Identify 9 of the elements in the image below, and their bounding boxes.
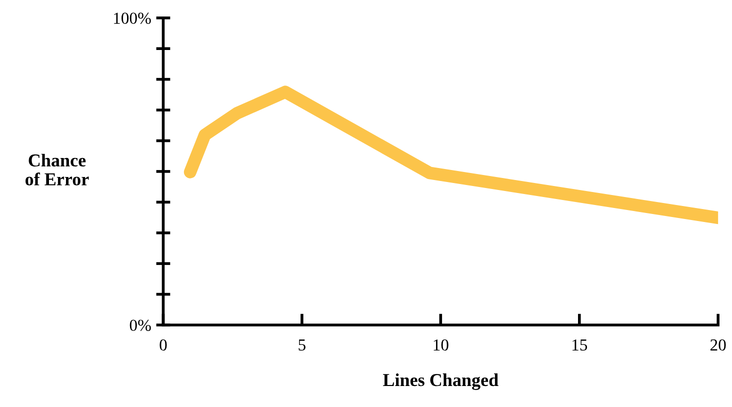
y-axis-title: Chance of Error bbox=[26, 154, 89, 186]
x-tick-label: 15 bbox=[572, 339, 588, 351]
x-tick-label: 20 bbox=[710, 339, 726, 351]
y-tick-label: 100% bbox=[114, 12, 151, 24]
x-axis-title: Lines Changed bbox=[383, 373, 498, 390]
x-tick-label: 5 bbox=[298, 340, 306, 351]
x-tick-label: 0 bbox=[160, 339, 167, 351]
y-tick-label: 0% bbox=[130, 320, 151, 331]
x-tick-label: 10 bbox=[434, 339, 448, 351]
